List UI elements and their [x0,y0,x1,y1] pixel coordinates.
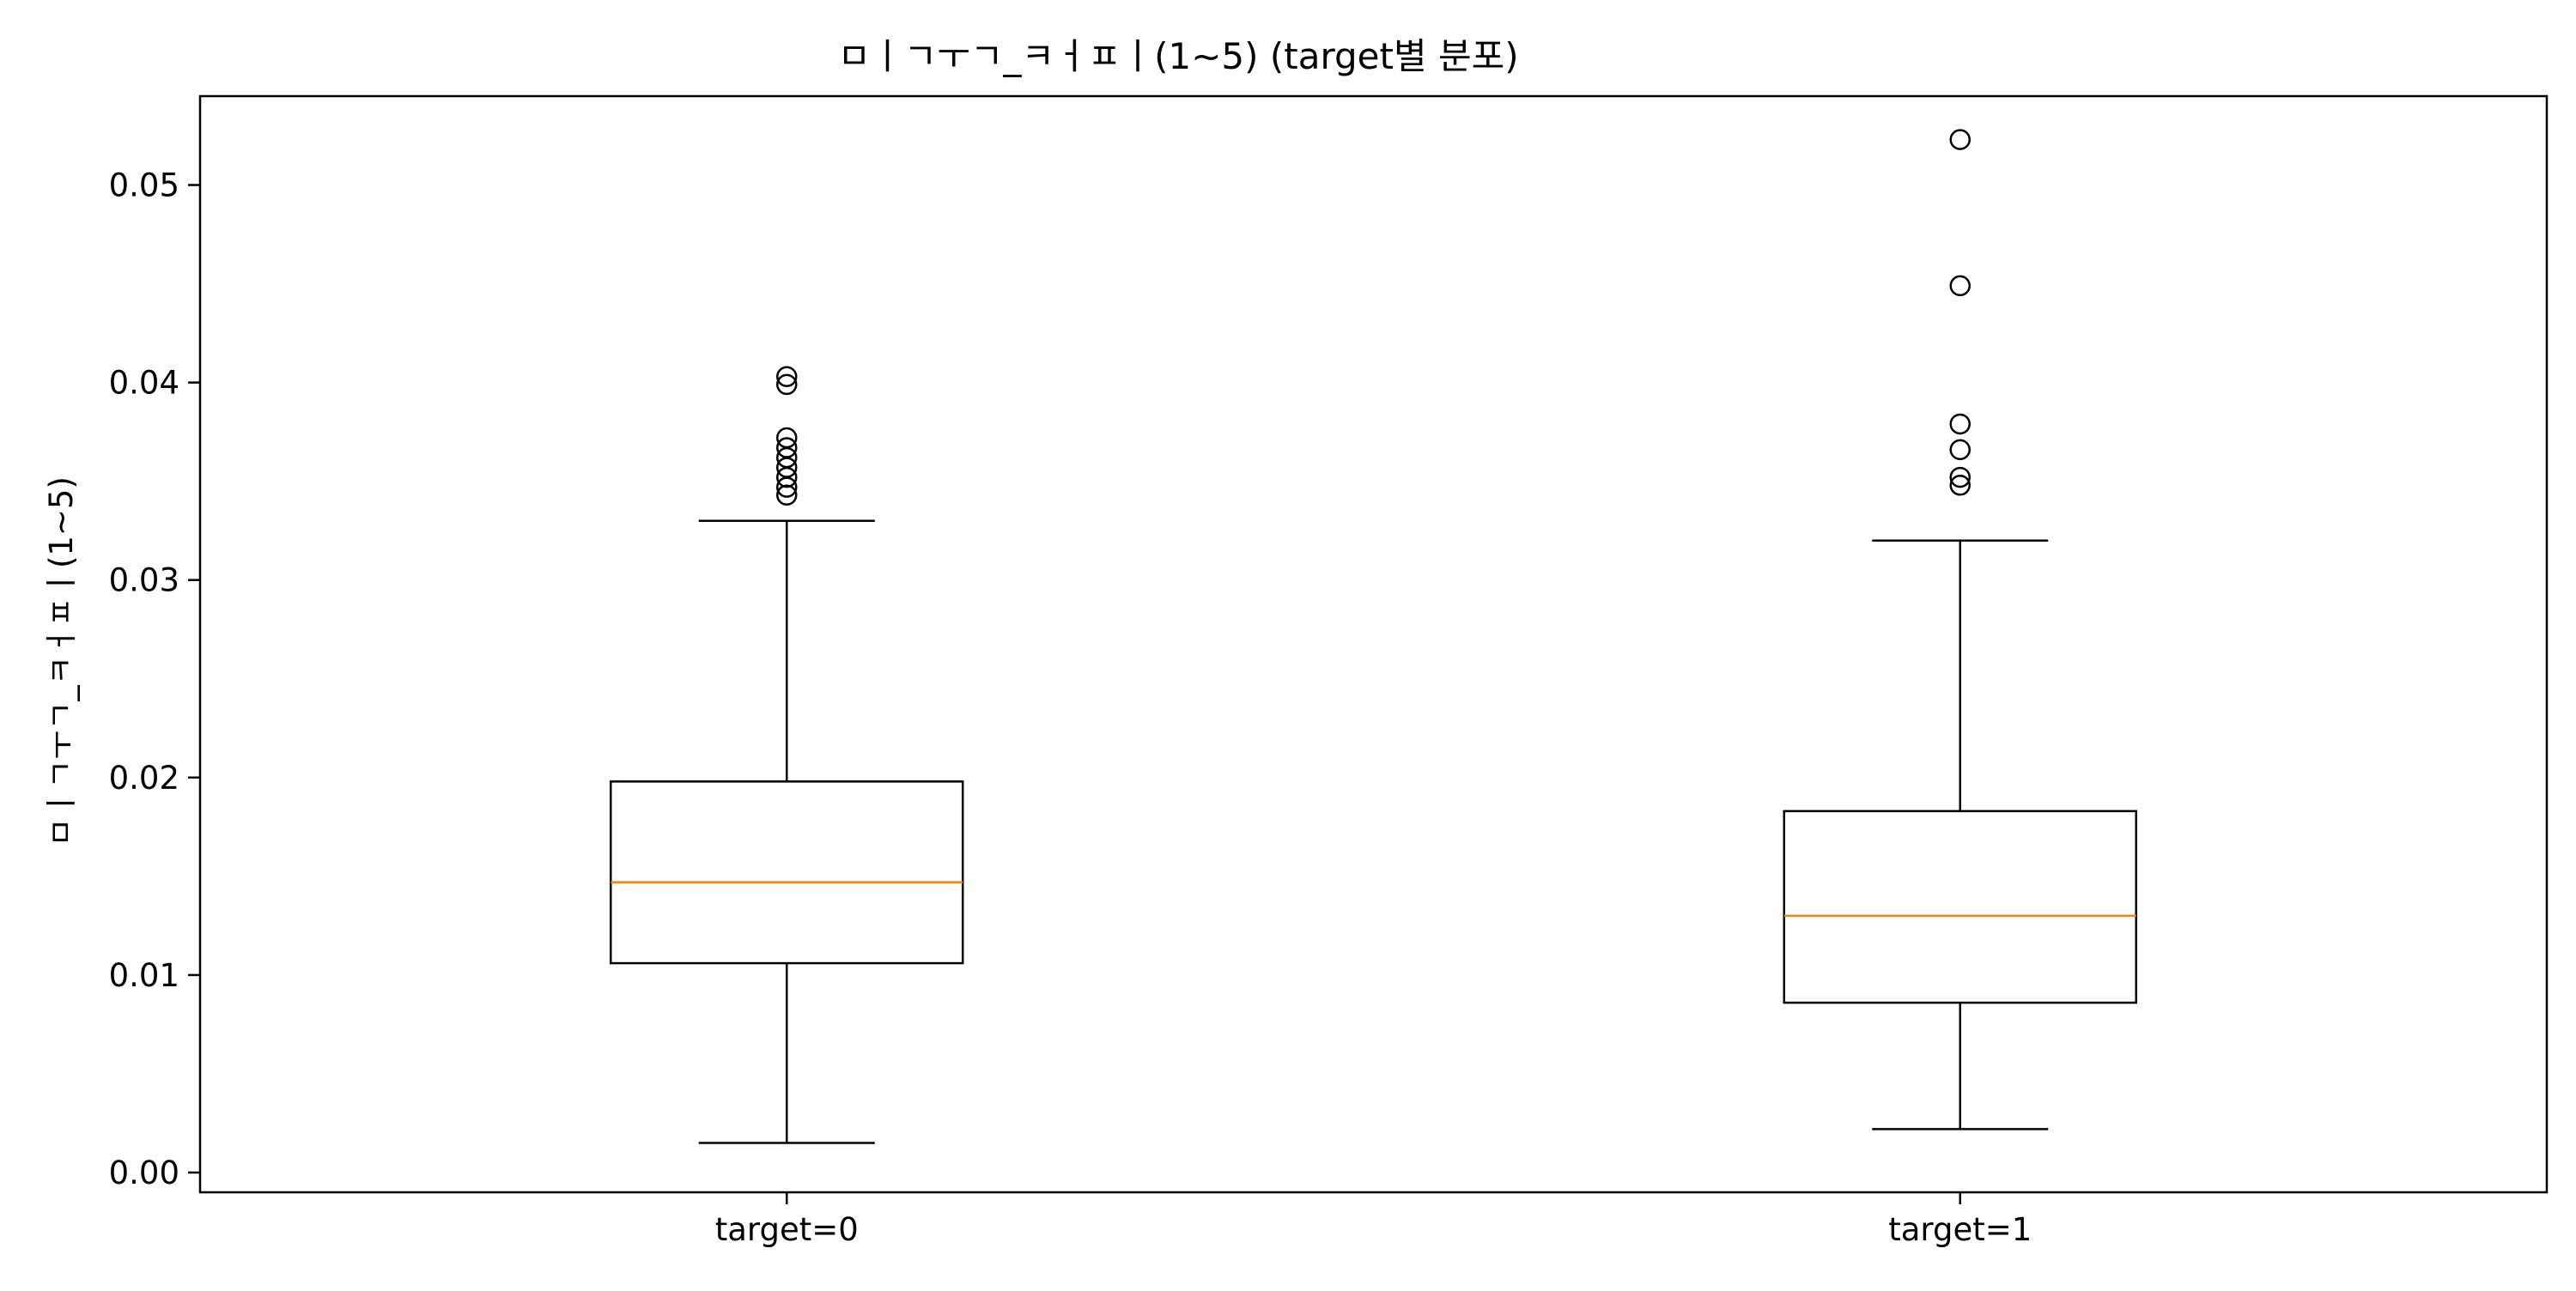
y-axis-label: ㅁㅣㄱㅜㄱ_ㅋㅓㅍㅣ(1~5) [43,476,80,847]
y-tick-label: 0.05 [109,167,179,204]
outlier-point [776,427,798,449]
chart-title: ㅁㅣㄱㅜㄱ_ㅋㅓㅍㅣ(1~5) (target별 분포) [837,35,1518,77]
outlier-point [776,437,798,458]
y-tick-label: 0.01 [109,957,179,994]
outlier-point [1949,129,1971,150]
y-tick-label: 0.04 [109,365,179,402]
plot-area: 0.00 0.01 0.02 0.03 0.04 0.05 target=0 target=1 [109,129,2137,1248]
outlier-point [776,373,798,396]
y-tick-label: 0.03 [109,562,179,599]
x-tick-label: target=1 [1888,1211,2032,1248]
iqr-box [610,780,964,965]
outlier-point [1949,439,1971,461]
outlier-point [1949,475,1971,496]
outlier-point [1949,275,1971,297]
outlier-point [1949,466,1971,488]
y-tick-label: 0.00 [109,1155,179,1191]
outlier-point [776,366,798,387]
x-tick-label: target=0 [715,1211,859,1248]
plot-frame [198,94,2549,1194]
outlier-point [776,484,798,506]
y-tick-label: 0.02 [109,760,179,797]
outlier-point [1949,413,1971,435]
iqr-box [1783,809,2137,1004]
